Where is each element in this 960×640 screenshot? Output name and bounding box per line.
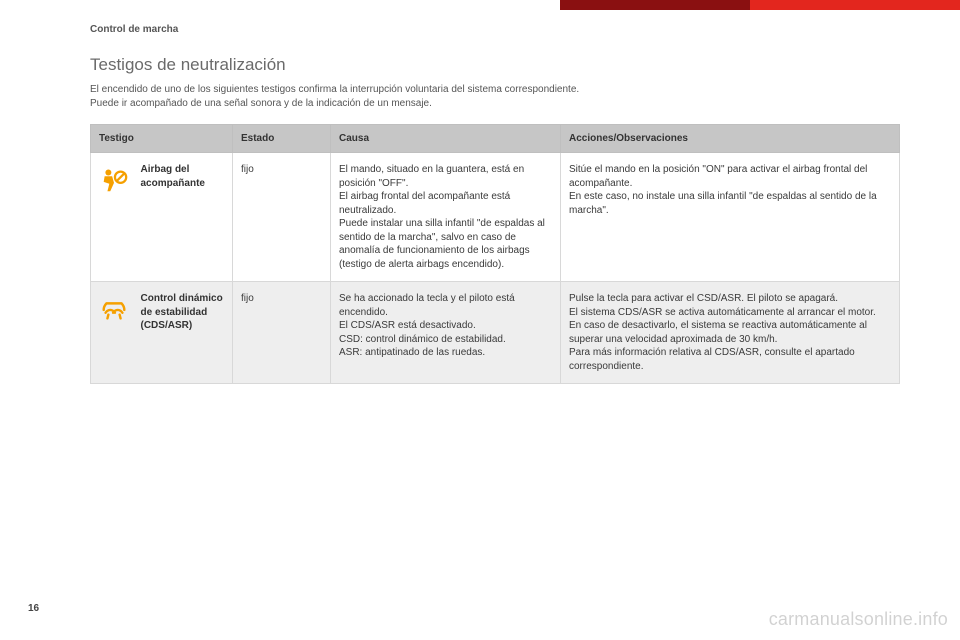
indicator-actions: Sitúe el mando en la posición "ON" para … — [561, 153, 900, 282]
intro-line-1: El encendido de uno de los siguientes te… — [90, 84, 579, 95]
accent-bar-red — [750, 0, 960, 10]
indicators-table: Testigo Estado Causa Acciones/Observacio… — [90, 124, 900, 384]
col-header-causa: Causa — [331, 125, 561, 153]
indicator-cause: Se ha accionado la tecla y el piloto est… — [331, 282, 561, 384]
intro-line-2: Puede ir acompañado de una señal sonora … — [90, 98, 432, 109]
indicator-cause: El mando, situado en la guantera, está e… — [331, 153, 561, 282]
accent-bar-dark — [560, 0, 750, 10]
header-accent-bar — [560, 0, 960, 10]
indicator-state: fijo — [233, 153, 331, 282]
indicator-state: fijo — [233, 282, 331, 384]
table-header-row: Testigo Estado Causa Acciones/Observacio… — [91, 125, 900, 153]
indicator-name: Airbag del acompañante — [133, 153, 233, 282]
cds-asr-icon — [99, 294, 129, 324]
page-title: Testigos de neutralización — [90, 55, 900, 75]
page-number: 16 — [28, 603, 39, 614]
col-header-testigo: Testigo — [91, 125, 133, 153]
watermark: carmanualsonline.info — [769, 609, 948, 630]
indicator-actions: Pulse la tecla para activar el CSD/ASR. … — [561, 282, 900, 384]
col-header-testigo-spacer — [133, 125, 233, 153]
airbag-off-icon — [99, 165, 129, 195]
table-row: Control dinámico de estabilidad (CDS/ASR… — [91, 282, 900, 384]
intro-text: El encendido de uno de los siguientes te… — [90, 83, 810, 110]
col-header-estado: Estado — [233, 125, 331, 153]
breadcrumb: Control de marcha — [90, 24, 900, 35]
indicator-icon-cell — [91, 153, 133, 282]
page: Control de marcha Testigos de neutraliza… — [0, 0, 960, 640]
indicator-icon-cell — [91, 282, 133, 384]
indicator-name: Control dinámico de estabilidad (CDS/ASR… — [133, 282, 233, 384]
table-row: Airbag del acompañante fijo El mando, si… — [91, 153, 900, 282]
col-header-acciones: Acciones/Observaciones — [561, 125, 900, 153]
